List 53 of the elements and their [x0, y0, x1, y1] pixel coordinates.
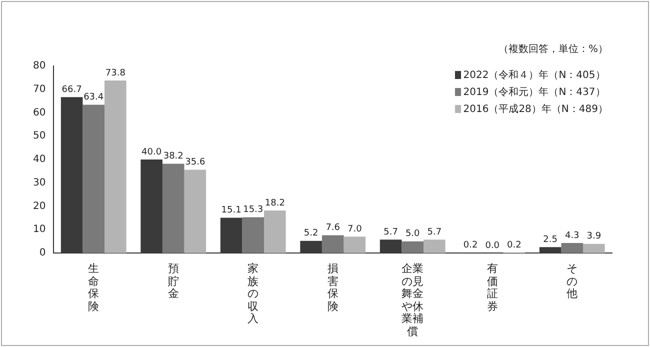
bar	[104, 80, 126, 253]
bar	[561, 242, 584, 253]
y-tick-label: 0	[39, 248, 46, 259]
data-label: 0.0	[485, 240, 500, 251]
x-tick-label: 有価証券	[486, 262, 498, 313]
data-label: 5.7	[427, 228, 442, 238]
data-label: 15.3	[243, 205, 264, 216]
data-label: 35.6	[185, 158, 206, 168]
data-label: 3.9	[586, 232, 602, 242]
data-label: 5.0	[405, 229, 420, 240]
data-label: 38.2	[163, 152, 184, 162]
x-tick-label: 預貯金	[167, 262, 180, 300]
data-label: 7.6	[326, 223, 340, 234]
data-label: 40.0	[142, 147, 162, 158]
y-tick-label: 80	[32, 60, 46, 72]
bar	[162, 164, 184, 253]
data-label: 7.0	[348, 224, 362, 234]
y-tick-label: 30	[32, 177, 46, 188]
data-label: 18.2	[264, 198, 285, 208]
data-label: 5.7	[384, 228, 398, 238]
bar	[583, 244, 605, 253]
bar	[322, 235, 344, 253]
x-tick-label: その他	[566, 262, 578, 300]
legend-label: 2022（令和４）年（N：405）	[462, 68, 606, 83]
y-tick-label: 40	[32, 154, 46, 166]
data-label: 0.2	[463, 240, 478, 250]
data-label: 5.2	[304, 228, 318, 239]
y-tick-label: 70	[32, 84, 46, 95]
bar	[242, 217, 264, 253]
x-tick-label: 損害保険	[326, 262, 339, 313]
y-tick-label: 20	[32, 200, 46, 212]
data-label: 73.8	[105, 68, 126, 78]
data-label: 0.2	[507, 240, 522, 250]
legend-label: 2016（平成28）年（N：489）	[462, 102, 608, 117]
x-tick-label: 生命保険	[88, 262, 100, 313]
bar	[184, 170, 206, 253]
legend-label: 2019（令和元）年（N：437）	[462, 86, 606, 100]
bar	[402, 241, 424, 253]
x-tick-label: 家族の収入	[247, 262, 260, 326]
data-label: 15.1	[221, 206, 242, 216]
bar	[424, 240, 446, 253]
y-tick-label: 10	[32, 224, 46, 236]
bar	[264, 210, 286, 253]
data-label: 63.4	[84, 92, 104, 103]
data-label: 2.5	[543, 235, 558, 245]
bar	[82, 104, 104, 253]
text: （複数回答，単位：%）	[498, 42, 608, 56]
x-tick-label: 企業の見舞金や休業補償	[400, 262, 425, 338]
data-label: 4.3	[564, 230, 580, 241]
y-tick-label: 50	[32, 130, 46, 142]
bar	[344, 236, 366, 253]
y-tick-label: 60	[32, 107, 46, 118]
data-label: 66.7	[62, 84, 82, 95]
